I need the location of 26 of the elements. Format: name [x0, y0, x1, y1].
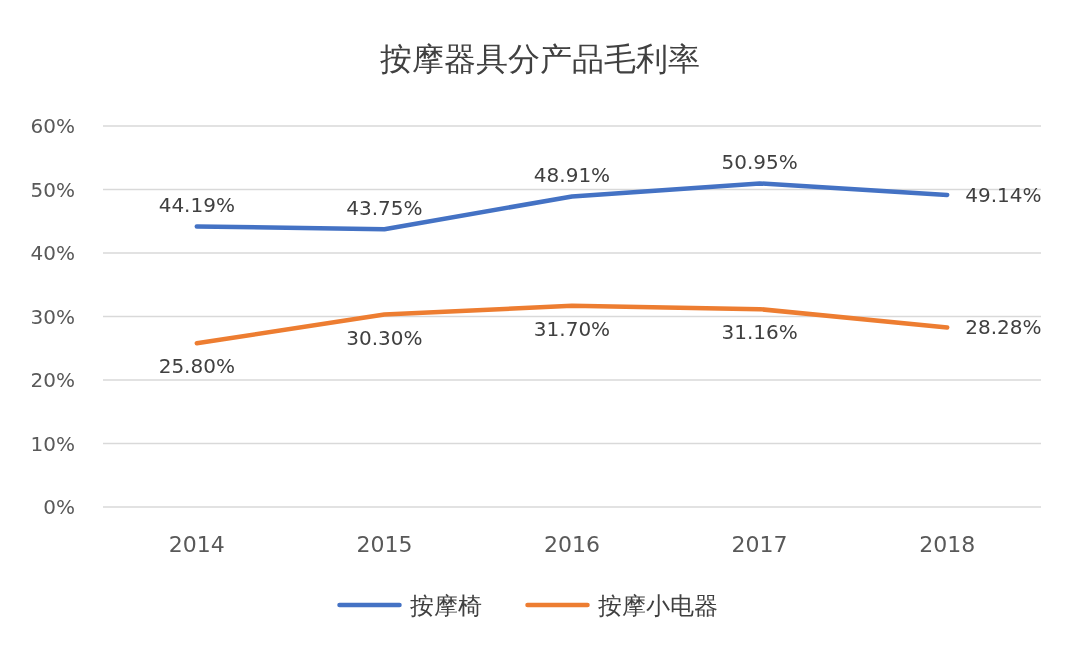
data-label: 44.19% [158, 193, 235, 218]
data-label: 49.14% [965, 182, 1042, 207]
legend-label: 按摩椅 [409, 592, 482, 620]
data-label: 25.80% [158, 354, 235, 379]
y-tick-label: 50% [30, 177, 75, 202]
x-tick-label: 2014 [168, 532, 225, 557]
y-tick-label: 60% [30, 114, 75, 138]
x-tick-label: 2017 [731, 532, 788, 557]
y-tick-label: 0% [43, 495, 75, 519]
y-tick-label: 40% [30, 241, 75, 265]
data-label: 50.95% [721, 150, 798, 175]
data-label: 48.91% [533, 163, 611, 188]
data-label: 30.30% [346, 325, 423, 350]
legend-label: 按摩小电器 [597, 592, 718, 620]
data-label: 43.75% [346, 196, 423, 221]
x-tick-label: 2018 [919, 532, 976, 557]
y-tick-label: 30% [30, 304, 75, 329]
x-tick-label: 2016 [544, 532, 600, 557]
data-label: 28.28% [965, 315, 1042, 340]
data-label: 31.70% [533, 316, 611, 341]
line-series [194, 303, 950, 346]
data-label: 31.16% [721, 320, 798, 345]
y-tick-label: 20% [30, 368, 75, 392]
chart-title: 按摩器具分产品毛利率 [379, 40, 700, 78]
y-tick-label: 10% [30, 431, 75, 456]
x-tick-label: 2015 [356, 532, 413, 557]
